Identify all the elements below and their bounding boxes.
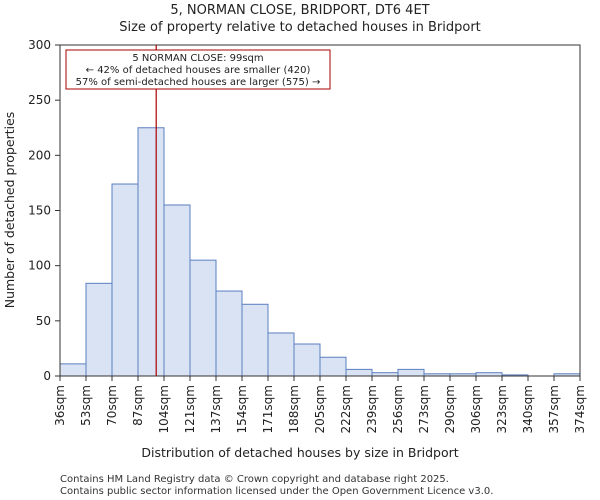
x-tick-label: 239sqm [365,385,379,433]
histogram-bar [397,368,425,377]
x-tick-label: 222sqm [339,385,353,433]
footer-line-1: Contains HM Land Registry data © Crown c… [60,474,449,485]
histogram-bar [215,290,243,377]
histogram-bar [111,183,139,377]
histogram-bar [137,127,165,377]
histogram-bar [241,303,269,377]
histogram-bar [189,259,217,377]
annotation-line-1: 5 NORMAN CLOSE: 99sqm [132,53,263,64]
x-tick-label: 340sqm [521,385,535,433]
x-tick-label: 256sqm [391,385,405,433]
x-tick-label: 205sqm [313,385,327,433]
plot-frame [59,44,581,377]
chart-subtitle: Size of property relative to detached ho… [119,20,481,35]
bars-group [59,127,581,377]
x-tick-label: 357sqm [547,385,561,433]
histogram-bar [59,363,87,377]
x-tick-label: 137sqm [209,385,223,433]
annotation-line-3: 57% of semi-detached houses are larger (… [76,77,321,88]
x-axis-ticks: 36sqm 53sqm 70sqm 87sqm 104sqm 121sqm 137sqm 15… [53,376,587,433]
x-tick-label: 290sqm [443,385,457,433]
y-tick-label: 200 [28,148,51,162]
y-tick-label: 50 [36,314,51,328]
x-tick-label: 374sqm [573,385,587,433]
histogram-bar [267,332,295,377]
x-tick-label: 104sqm [157,385,171,433]
x-tick-label: 273sqm [417,385,431,433]
annotation-frame [65,49,331,90]
x-axis-label: Distribution of detached houses by size … [141,445,458,460]
x-tick-label: 188sqm [287,385,301,433]
y-axis-ticks: 0 50 100 150 200 250 300 [28,38,60,383]
y-tick-label: 150 [28,204,51,218]
footer-line-2: Contains public sector information licen… [60,486,493,497]
x-tick-label: 53sqm [79,385,93,426]
chart-title: 5, NORMAN CLOSE, BRIDPORT, DT6 4ET [170,3,429,18]
histogram-bar [85,282,113,377]
histogram-bar [163,204,191,377]
histogram-bar [319,356,347,377]
x-tick-label: 36sqm [53,385,67,426]
histogram-bar [345,368,373,377]
x-tick-label: 87sqm [131,385,145,426]
histogram-bar [293,343,321,377]
y-tick-label: 0 [43,369,51,383]
x-tick-label: 154sqm [235,385,249,433]
y-axis-label: Number of detached properties [2,112,17,309]
y-tick-label: 300 [28,38,51,52]
y-tick-label: 100 [28,259,51,273]
y-tick-label: 250 [28,93,51,107]
x-tick-label: 323sqm [495,385,509,433]
annotation-box: 5 NORMAN CLOSE: 99sqm ← 42% of detached … [65,49,331,90]
x-tick-label: 171sqm [261,385,275,433]
x-tick-label: 306sqm [469,385,483,433]
x-tick-label: 70sqm [105,385,119,426]
annotation-line-2: ← 42% of detached houses are smaller (42… [86,65,311,76]
x-tick-label: 121sqm [183,385,197,433]
